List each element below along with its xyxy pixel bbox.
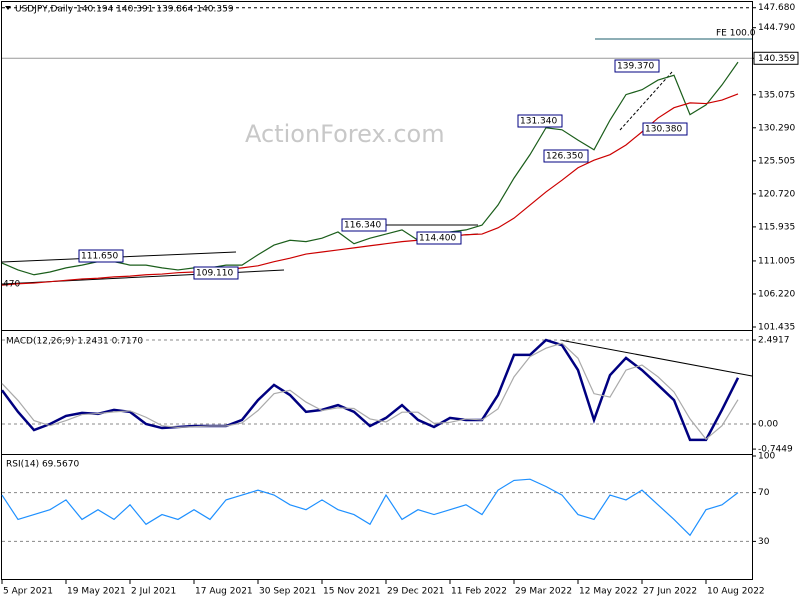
x-tick-label: 27 Jun 2022 bbox=[643, 587, 697, 597]
y-tick-label: 115.935 bbox=[758, 222, 795, 232]
rsi-title: RSI(14) 69.5670 bbox=[6, 460, 79, 470]
annotation: 109.110 bbox=[196, 269, 233, 279]
y-tick-label: 70 bbox=[758, 488, 770, 498]
annotation-box bbox=[543, 149, 589, 163]
y-tick-label: 125.505 bbox=[758, 156, 795, 166]
plot-frame bbox=[1, 1, 753, 580]
annotation: 116.340 bbox=[344, 221, 381, 231]
x-tick-label: 17 Aug 2021 bbox=[195, 587, 253, 597]
y-tick-label: 2.4917 bbox=[758, 336, 790, 346]
annotation-box bbox=[341, 218, 387, 232]
x-tick-label: 19 May 2021 bbox=[67, 587, 126, 597]
annotation: 111.650 bbox=[81, 252, 118, 262]
y-tick-label: 100 bbox=[758, 452, 775, 462]
annotation-box bbox=[193, 266, 239, 280]
series-line bbox=[1, 93, 739, 286]
y-tick-label: 120.720 bbox=[758, 189, 795, 199]
x-tick-label: 10 Aug 2022 bbox=[707, 587, 765, 597]
annotation: 114.400 bbox=[419, 234, 456, 244]
annotation: 131.340 bbox=[520, 117, 557, 127]
watermark: ActionForex.com bbox=[245, 120, 445, 148]
series-line bbox=[1, 478, 739, 537]
y-tick-label: 135.075 bbox=[758, 90, 795, 100]
x-tick-label: 15 Nov 2021 bbox=[323, 587, 381, 597]
y-tick-label: 30 bbox=[758, 537, 770, 547]
y-tick-label: 106.220 bbox=[758, 289, 795, 299]
y-tick-label: 130.290 bbox=[758, 123, 795, 133]
annotation-box bbox=[517, 114, 563, 128]
annotation-box bbox=[642, 122, 688, 136]
y-tick-label: 101.435 bbox=[758, 323, 795, 333]
x-tick-label: 29 Mar 2022 bbox=[515, 587, 572, 597]
price-title: USDJPY,Daily 140.194 140.391 139.864 140… bbox=[15, 5, 234, 15]
x-tick-label: 2 Jul 2021 bbox=[131, 587, 176, 597]
x-tick-label: 5 Apr 2021 bbox=[3, 587, 53, 597]
macd-title: MACD(12,26,9) 1.2431 0.7170 bbox=[6, 337, 143, 347]
y-tick-label: -0.7449 bbox=[758, 445, 793, 455]
trend-line bbox=[619, 71, 673, 131]
x-tick-label: 29 Dec 2021 bbox=[387, 587, 445, 597]
x-tick-label: 12 May 2022 bbox=[579, 587, 638, 597]
series-line bbox=[1, 342, 739, 441]
series-line bbox=[1, 61, 739, 276]
y-tick-label: 0.00 bbox=[758, 419, 778, 429]
x-tick-label: 11 Feb 2022 bbox=[451, 587, 507, 597]
annotation: 470 bbox=[3, 280, 20, 290]
current-price-box bbox=[753, 51, 799, 65]
y-tick-label: 147.680 bbox=[758, 3, 795, 13]
trend-line bbox=[559, 339, 753, 377]
annotation: 139.370 bbox=[617, 62, 654, 72]
annotation-box bbox=[614, 59, 660, 73]
y-tick-label: 140.359 bbox=[758, 54, 795, 64]
annotation: FE 100.0 bbox=[716, 29, 756, 39]
x-tick-label: 30 Sep 2021 bbox=[259, 587, 316, 597]
annotation: 130.380 bbox=[645, 125, 682, 135]
annotation-box bbox=[78, 249, 124, 263]
y-tick-label: 144.790 bbox=[758, 23, 795, 33]
annotation: 126.350 bbox=[546, 152, 583, 162]
annotation-box bbox=[416, 231, 462, 245]
y-tick-label: 111.005 bbox=[758, 256, 795, 266]
